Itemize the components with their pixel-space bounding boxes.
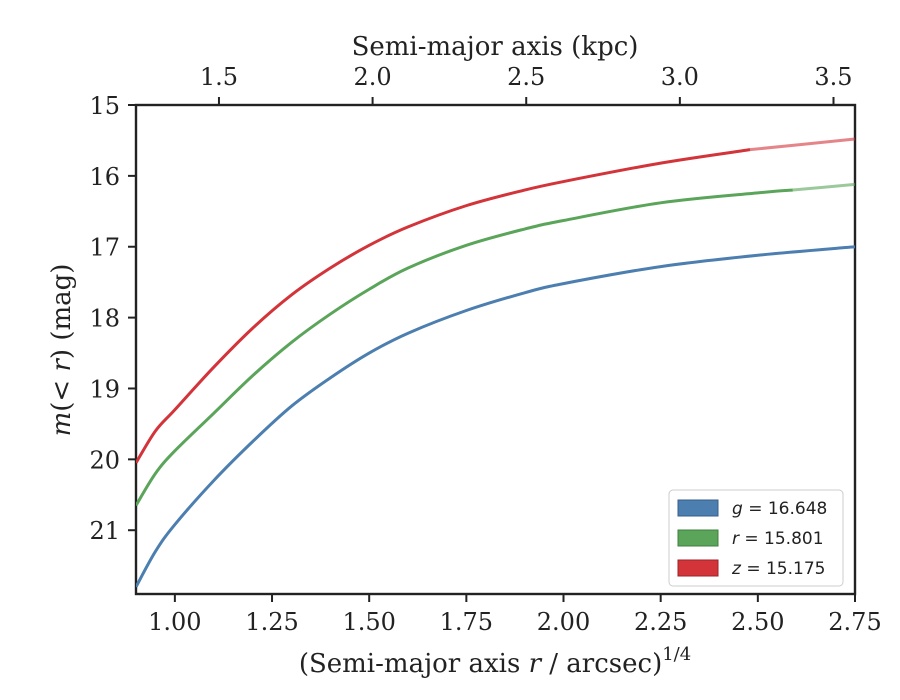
top-tick-label: 3.5 [814, 63, 852, 91]
legend-label-r-value: = 15.801 [739, 529, 824, 549]
y-tick-label: 19 [89, 375, 120, 403]
top-axis-title: Semi-major axis (kpc) [352, 32, 639, 62]
x-tick-label: 1.75 [440, 608, 493, 636]
legend-label-z-value: = 15.175 [741, 559, 826, 579]
y-tick-label: 17 [89, 234, 120, 262]
legend-entry-g: g = 16.648 [677, 499, 827, 519]
svg-text:r = 15.801: r = 15.801 [732, 529, 824, 549]
top-axis-ticks: 1.5 2.0 2.5 3.0 3.5 [200, 63, 853, 105]
plot-frame [134, 103, 857, 596]
y-axis-ticks: 15 16 17 18 19 20 21 [89, 92, 136, 545]
x-tick-label: 2.25 [634, 608, 687, 636]
curves-group [136, 137, 855, 588]
legend-swatch-r [677, 529, 719, 547]
x-tick-label: 1.25 [245, 608, 298, 636]
top-tick-label: 3.0 [661, 63, 699, 91]
y-tick-label: 18 [89, 305, 120, 333]
top-tick-label: 1.5 [200, 63, 238, 91]
x-tick-label: 2.75 [828, 608, 881, 636]
svg-text:z = 15.175: z = 15.175 [731, 559, 825, 579]
y-tick-label: 16 [89, 163, 120, 191]
curve-r [136, 188, 793, 507]
legend-entry-r: r = 15.801 [677, 529, 824, 549]
legend-swatch-g [677, 499, 719, 517]
curve-z-extrapolated [749, 137, 855, 152]
legend-label-g-var: g [732, 499, 743, 519]
y-tick-label: 20 [89, 446, 120, 474]
x-axis-title: (Semi-major axis r / arcsec)1/4 [299, 644, 691, 679]
legend: g = 16.648 r = 15.801 z = 15.175 [668, 489, 844, 587]
curve-g [136, 245, 855, 588]
top-tick-label: 2.5 [507, 63, 545, 91]
x-tick-label: 2.50 [731, 608, 784, 636]
x-axis-ticks: 1.00 1.25 1.50 1.75 2.00 2.25 2.50 2.75 [148, 594, 882, 636]
x-tick-label: 2.00 [537, 608, 590, 636]
legend-label-z-var: z [731, 559, 742, 579]
legend-label-r-var: r [732, 529, 740, 549]
y-tick-label: 15 [89, 92, 120, 120]
x-tick-label: 1.00 [148, 608, 201, 636]
y-tick-label: 21 [89, 517, 120, 545]
x-tick-label: 1.50 [342, 608, 395, 636]
legend-label-g-value: = 16.648 [743, 499, 828, 519]
legend-entry-z: z = 15.175 [677, 559, 825, 579]
svg-text:g = 16.648: g = 16.648 [732, 499, 827, 519]
curve-z [136, 148, 751, 464]
curve-r-extrapolated [792, 182, 855, 192]
legend-swatch-z [677, 559, 719, 577]
y-axis-title: m(< r) (mag) [47, 264, 77, 437]
top-tick-label: 2.0 [354, 63, 392, 91]
